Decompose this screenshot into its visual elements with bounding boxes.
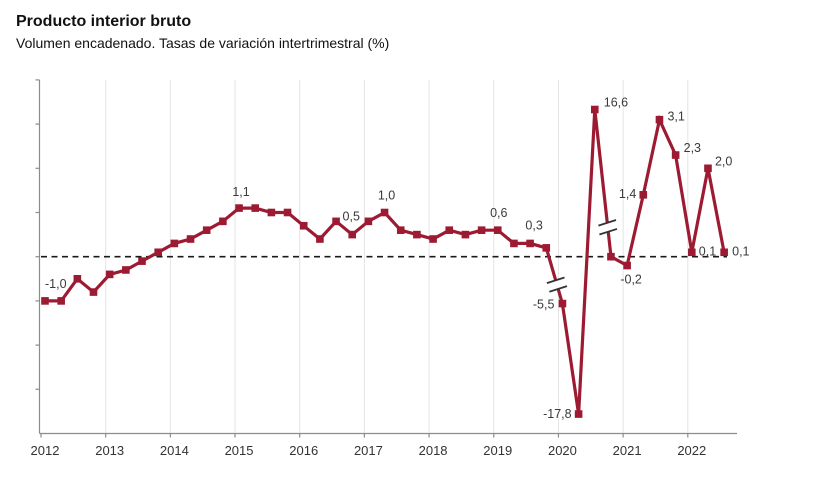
data-label-2016T4: 0,5 (343, 210, 360, 224)
x-axis-year-label: 2015 (225, 443, 254, 458)
data-point-2015T4 (283, 208, 292, 217)
data-point-2018T1 (429, 235, 437, 243)
axis-break-mark (549, 285, 568, 293)
data-point-2019T4 (542, 244, 551, 252)
data-point-2022T1 (688, 248, 696, 257)
data-point-2015T3 (267, 208, 276, 217)
data-point-2013T4 (154, 248, 162, 257)
gdp-series-line (45, 109, 726, 415)
data-label-2019T3: 0,3 (525, 218, 542, 232)
data-point-2015T1 (235, 204, 243, 212)
data-point-2018T3 (461, 230, 470, 239)
axis-break-mark (546, 276, 565, 284)
x-axis-year-label: 2014 (160, 443, 189, 458)
x-axis-year-label: 2016 (289, 443, 318, 458)
data-point-2014T1 (170, 239, 179, 248)
data-point-2021T2 (639, 191, 648, 199)
data-label-2012T1: -1,0 (45, 277, 67, 291)
x-axis-year-label: 2012 (31, 443, 60, 458)
data-point-2012T2 (57, 297, 65, 305)
page-subtitle: Volumen encadenado. Tasas de variación i… (16, 35, 390, 51)
x-axis-year-label: 2021 (613, 443, 642, 458)
axis-break-mark (598, 219, 617, 227)
data-label-2022T3: 0,1 (732, 244, 749, 258)
data-point-2015T2 (251, 204, 260, 212)
data-point-2021T4 (671, 151, 680, 159)
data-label-2022T1: 0,1 (699, 244, 716, 258)
data-point-2017T1 (364, 217, 373, 226)
data-label-2020T1: -5,5 (533, 298, 555, 312)
chart-header: Producto interior bruto Volumen encadena… (16, 12, 796, 52)
data-point-2013T2 (122, 266, 130, 274)
data-point-2012T4 (89, 288, 98, 296)
data-point-2012T3 (73, 275, 82, 283)
data-label-2021T3: 3,1 (667, 110, 684, 124)
x-axis-year-label: 2022 (677, 443, 706, 458)
data-point-2022T3 (720, 248, 728, 257)
data-label-2020T2: -17,8 (543, 407, 572, 421)
data-label-2021T2: 1,4 (619, 187, 636, 201)
data-label-2020T3: 16,6 (604, 96, 628, 110)
x-axis-year-label: 2017 (354, 443, 383, 458)
data-point-2018T2 (445, 226, 454, 234)
data-point-2017T4 (413, 230, 421, 239)
data-point-2020T1 (558, 299, 567, 308)
axis-break-gap (552, 278, 562, 291)
data-point-2016T3 (332, 217, 340, 226)
data-point-2019T3 (526, 239, 534, 248)
page-title: Producto interior bruto (16, 13, 192, 30)
data-label-2021T1: -0,2 (620, 273, 642, 287)
x-axis-year-label: 2019 (483, 443, 512, 458)
x-axis-year-label: 2013 (95, 443, 124, 458)
data-point-2012T1 (41, 297, 49, 305)
data-point-2017T2 (380, 208, 389, 217)
data-point-2018T4 (477, 226, 486, 234)
x-axis-year-label: 2020 (548, 443, 577, 458)
axis-break-gap (604, 221, 612, 233)
data-point-2016T4 (348, 230, 357, 239)
axis-break-mark (599, 228, 618, 236)
data-point-2014T3 (202, 226, 211, 234)
x-axis-year-label: 2018 (419, 443, 448, 458)
data-point-2014T2 (186, 235, 195, 243)
data-point-2013T3 (138, 257, 146, 265)
data-point-2020T3 (590, 105, 599, 114)
data-point-2020T4 (607, 252, 615, 261)
data-point-2016T2 (316, 235, 324, 243)
data-point-2022T2 (704, 164, 712, 173)
data-point-2017T3 (396, 226, 405, 234)
data-label-2017T2: 1,0 (378, 189, 395, 203)
data-point-2016T1 (299, 221, 308, 230)
data-point-2014T4 (219, 217, 227, 226)
data-point-2019T1 (493, 226, 502, 234)
data-label-2019T1: 0,6 (490, 206, 507, 220)
data-point-2019T2 (510, 239, 518, 248)
data-label-2022T2: 2,0 (715, 154, 732, 168)
data-label-2021T4: 2,3 (684, 141, 701, 155)
data-point-2021T1 (623, 261, 631, 270)
data-label-2015T1: 1,1 (232, 185, 249, 199)
data-point-2013T1 (105, 270, 114, 279)
data-point-2020T2 (574, 410, 583, 418)
data-point-2021T3 (655, 115, 664, 124)
